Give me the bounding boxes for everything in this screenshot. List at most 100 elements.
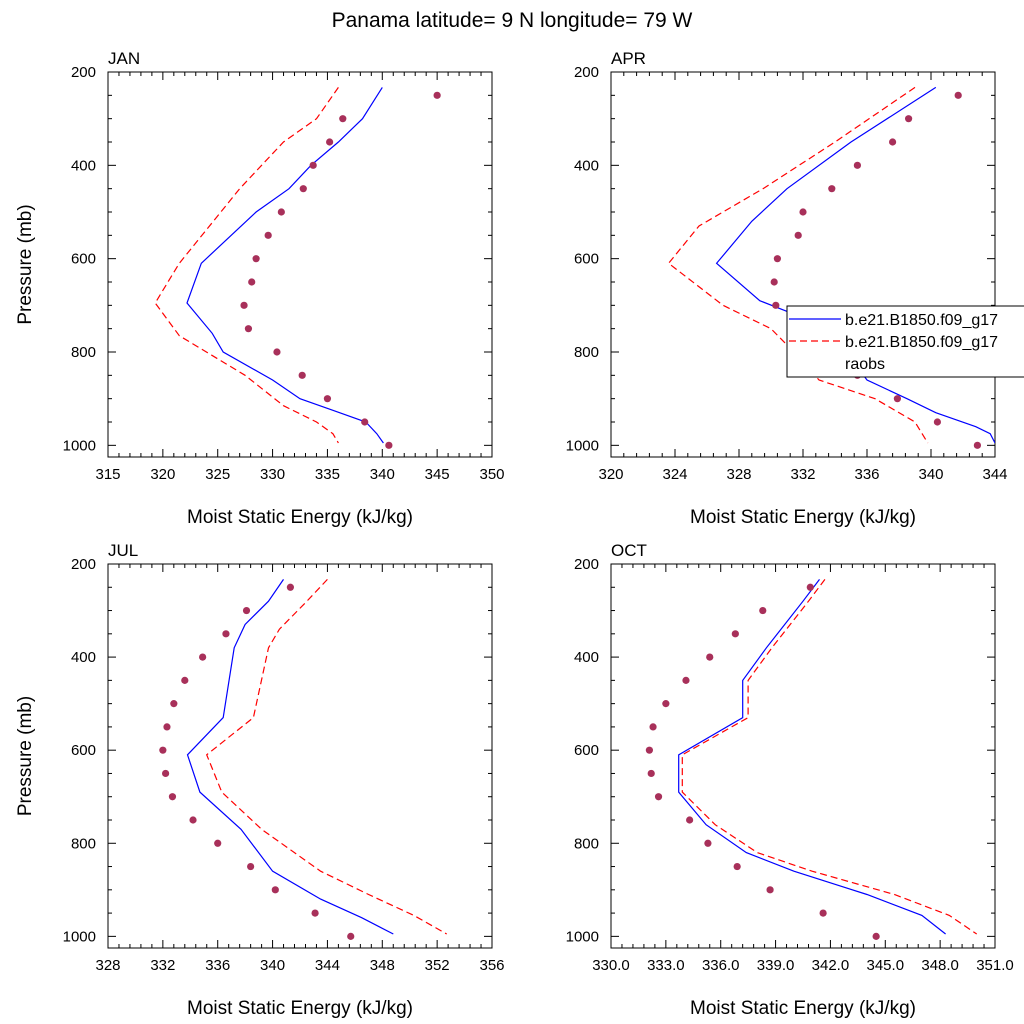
raobs-point xyxy=(433,91,441,99)
raobs-point xyxy=(298,371,306,379)
raobs-point xyxy=(286,583,294,591)
raobs-point xyxy=(271,886,279,894)
model-solid-line xyxy=(678,579,946,935)
chart-panel-apr: APR 320 324 328 332 336 340 344 200 400 600 800 1000… xyxy=(566,49,1008,528)
raobs-point xyxy=(252,255,260,263)
raobs-point xyxy=(159,746,167,754)
x-tick-label: 332 xyxy=(150,957,175,974)
raobs-point xyxy=(766,886,774,894)
raobs-point xyxy=(682,676,690,684)
raobs-point xyxy=(199,653,207,661)
y-axis-label: Pressure (mb) xyxy=(15,204,36,324)
panel-title: JAN xyxy=(108,49,140,68)
x-tick-label: 332 xyxy=(790,466,815,483)
raobs-point xyxy=(662,700,670,708)
raobs-point xyxy=(163,723,171,731)
raobs-point xyxy=(347,932,355,940)
legend-label: raobs xyxy=(845,356,885,373)
x-tick-label: 336 xyxy=(854,466,879,483)
raobs-point xyxy=(311,909,319,917)
series-group xyxy=(154,87,441,449)
raobs-point xyxy=(773,255,782,263)
raobs-point xyxy=(647,769,655,778)
plot-frame xyxy=(107,563,493,949)
raobs-point xyxy=(326,138,334,146)
raobs-point xyxy=(645,746,654,754)
raobs-point xyxy=(759,606,767,615)
legend-label: b.e21.B1850.f09_g17 xyxy=(845,312,998,329)
y-tick-label: 800 xyxy=(574,835,599,852)
y-tick-label: 200 xyxy=(574,556,599,573)
x-tick-label: 328 xyxy=(726,466,751,483)
raobs-point xyxy=(214,839,222,847)
chart-panels: JAN 315 320 325 330 335 340 345 350 200 400 600 800 1… xyxy=(15,49,1014,1019)
raobs-point xyxy=(704,839,712,847)
raobs-point xyxy=(706,653,714,661)
model-dashed-line xyxy=(681,579,978,935)
y-tick-label: 1000 xyxy=(63,928,96,945)
x-tick-label: 342.0 xyxy=(812,957,850,974)
raobs-point xyxy=(273,348,281,356)
x-tick-label: 344 xyxy=(315,957,340,974)
model-solid-line xyxy=(186,87,384,444)
raobs-point xyxy=(893,395,902,403)
y-axis-label: Pressure (mb) xyxy=(15,696,36,816)
y-tick-label: 800 xyxy=(71,344,96,361)
legend: b.e21.B1850.f09_g17 b.e21.B1850.f09_g17ra… xyxy=(786,305,1024,378)
chart-panel-jan: JAN 315 320 325 330 335 340 345 350 200 400 600 800 1… xyxy=(15,49,505,528)
x-tick-label: 350 xyxy=(479,466,504,483)
raobs-point xyxy=(905,115,913,123)
x-tick-label: 348.0 xyxy=(921,957,959,974)
panel-title: JUL xyxy=(108,541,138,560)
x-tick-label: 320 xyxy=(150,466,175,483)
model-dashed-line xyxy=(205,578,447,935)
raobs-point xyxy=(973,441,982,449)
y-tick-label: 600 xyxy=(71,251,96,268)
series-group xyxy=(159,578,447,940)
chart-panel-jul: JUL 328 332 336 340 344 348 352 356 200 400 600 800 1… xyxy=(15,541,505,1019)
raobs-point xyxy=(309,161,317,169)
x-tick-label: 340 xyxy=(370,466,395,483)
model-dashed-line xyxy=(154,87,339,444)
x-tick-label: 335 xyxy=(315,466,340,483)
raobs-point xyxy=(242,606,251,615)
raobs-point xyxy=(828,185,836,193)
raobs-point xyxy=(170,700,178,708)
raobs-point xyxy=(168,793,177,801)
y-tick-label: 400 xyxy=(71,649,96,666)
raobs-point xyxy=(277,208,285,216)
x-tick-label: 345.0 xyxy=(867,957,905,974)
raobs-point xyxy=(772,301,780,309)
x-tick-label: 333.0 xyxy=(647,957,685,974)
y-tick-label: 200 xyxy=(71,64,96,81)
x-tick-label: 352 xyxy=(425,957,450,974)
x-tick-label: 325 xyxy=(205,466,230,483)
raobs-point xyxy=(794,231,802,239)
y-tick-label: 400 xyxy=(574,157,599,174)
raobs-point xyxy=(686,816,694,824)
y-tick-label: 600 xyxy=(71,742,96,759)
y-tick-label: 800 xyxy=(71,835,96,852)
legend-label: b.e21.B1850.f09_g17 xyxy=(845,334,998,351)
raobs-point xyxy=(385,441,393,449)
raobs-point xyxy=(954,91,962,99)
plot-frame xyxy=(610,563,996,949)
y-tick-label: 600 xyxy=(574,742,599,759)
y-tick-label: 200 xyxy=(574,64,599,81)
x-axis-label: Moist Static Energy (kJ/kg) xyxy=(690,507,916,528)
panel-title: APR xyxy=(611,49,646,68)
raobs-point xyxy=(189,816,197,824)
raobs-point xyxy=(933,418,942,426)
series-group xyxy=(667,86,995,449)
raobs-point xyxy=(889,138,897,146)
x-tick-label: 348 xyxy=(370,957,395,974)
series-group xyxy=(645,579,978,940)
x-tick-label: 351.0 xyxy=(976,957,1014,974)
raobs-point xyxy=(806,583,814,591)
raobs-point xyxy=(872,932,880,940)
raobs-point xyxy=(853,161,862,169)
raobs-point xyxy=(731,630,739,638)
y-tick-label: 1000 xyxy=(63,437,96,454)
raobs-point xyxy=(733,862,741,871)
